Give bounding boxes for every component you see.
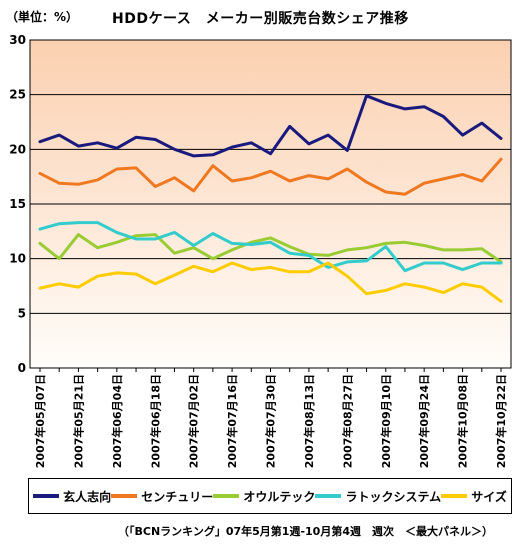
- x-tick-label: 2007年05月21日: [71, 374, 85, 468]
- unit-label: （単位：%）: [6, 10, 79, 24]
- x-tick-label: 2007年10月08日: [456, 374, 470, 468]
- series-line: [38, 94, 503, 158]
- y-tick-label: 10: [9, 252, 26, 266]
- legend-swatch: [33, 494, 60, 498]
- x-tick-label: 2007年07月30日: [264, 374, 278, 468]
- x-tick-labels: 2007年05月07日 2007年05月21日 2007年06月04日 2007年06…: [33, 374, 508, 468]
- legend-item-scythe: サイズ: [441, 488, 507, 505]
- series-line: [38, 221, 503, 273]
- x-tick-label: 2007年09月10日: [379, 374, 393, 468]
- legend-label: センチュリー: [141, 489, 214, 504]
- legend-item-ratoc: ラトックシステム: [315, 488, 441, 505]
- x-tick-label: 2007年07月02日: [187, 374, 201, 468]
- x-tick-label: 2007年10月22日: [494, 374, 508, 468]
- x-tick-label: 2007年06月04日: [110, 374, 124, 468]
- y-tick-label: 0: [18, 361, 26, 375]
- y-tick-label: 25: [9, 88, 26, 102]
- chart-title: HDDケース メーカー別販売台数シェア推移: [112, 11, 409, 27]
- series-line: [38, 261, 503, 303]
- series-line: [38, 233, 503, 264]
- x-tick-label: 2007年08月13日: [302, 374, 316, 468]
- x-tick-label: 2007年06月18日: [148, 374, 162, 468]
- legend-label: オウルテック: [243, 489, 316, 504]
- series-line: [38, 157, 503, 196]
- y-tick-labels: 0 5 10 15 20 25 30: [9, 33, 26, 375]
- y-tick-label: 30: [9, 33, 26, 47]
- y-tick-label: 5: [18, 306, 26, 320]
- axes: [29, 39, 512, 372]
- legend-label: ラトックシステム: [345, 489, 442, 504]
- legend-label: 玄人志向: [63, 489, 112, 504]
- x-tick-label: 2007年05月07日: [33, 374, 47, 468]
- x-tick-label: 2007年07月16日: [225, 374, 239, 468]
- series-layer: [38, 94, 503, 303]
- y-tick-label: 20: [9, 142, 26, 156]
- legend-swatch: [315, 494, 342, 498]
- legend-label: サイズ: [471, 489, 507, 504]
- legend: 玄人志向 センチュリー オウルテック ラトックシステム サイズ: [28, 478, 512, 514]
- x-tick-label: 2007年08月27日: [340, 374, 354, 468]
- legend-swatch: [441, 494, 468, 498]
- legend-item-owltech: オウルテック: [213, 488, 315, 505]
- footnote: （「BCNランキング」07年5月第1週-10月第4週 週次 ＜最大パネル＞）: [118, 525, 493, 538]
- y-tick-label: 15: [9, 197, 26, 211]
- legend-item-kuroutoshikou: 玄人志向: [33, 488, 111, 505]
- legend-item-century: センチュリー: [111, 488, 213, 505]
- x-tick-label: 2007年09月24日: [417, 374, 431, 468]
- legend-swatch: [213, 494, 240, 498]
- legend-swatch: [111, 494, 138, 498]
